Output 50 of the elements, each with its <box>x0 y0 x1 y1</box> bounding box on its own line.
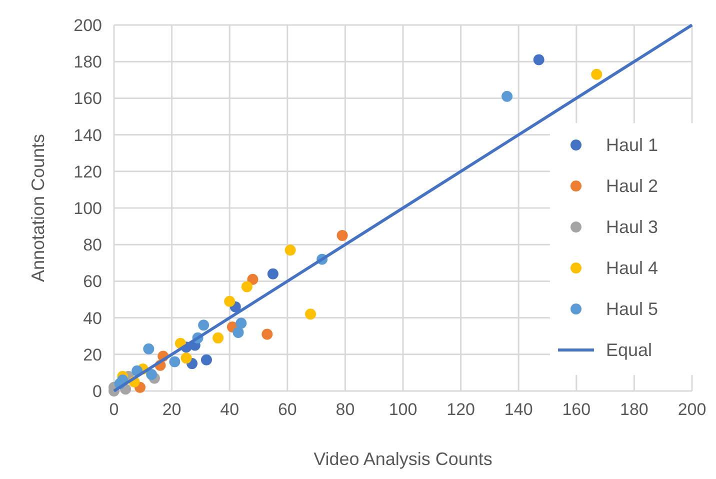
point <box>336 230 348 241</box>
x-tick-label: 120 <box>446 400 475 419</box>
x-tick-label: 20 <box>162 400 182 419</box>
legend-label: Haul 3 <box>606 217 658 237</box>
y-tick-label: 0 <box>92 382 102 401</box>
point <box>143 343 154 354</box>
x-tick-label: 140 <box>504 400 533 419</box>
point <box>267 268 278 280</box>
point <box>533 54 544 66</box>
legend-label: Haul 5 <box>606 299 658 319</box>
y-tick-label: 160 <box>74 89 102 108</box>
x-tick-label: 160 <box>562 400 591 419</box>
y-tick-label: 40 <box>83 308 102 328</box>
y-tick-label: 120 <box>74 162 102 182</box>
x-tick-label: 180 <box>620 400 648 419</box>
point <box>232 326 244 338</box>
point <box>241 281 252 292</box>
legend-label: Haul 4 <box>606 258 658 278</box>
y-tick-label: 180 <box>74 52 102 72</box>
y-tick-label: 60 <box>83 272 102 292</box>
point <box>200 354 212 366</box>
point <box>212 332 224 344</box>
legend-label: Haul 1 <box>606 135 658 155</box>
y-tick-label: 80 <box>83 236 102 255</box>
point <box>284 244 296 256</box>
point <box>247 274 258 285</box>
x-tick-label: 0 <box>109 400 119 419</box>
x-tick-label: 200 <box>678 400 706 419</box>
y-tick-label: 100 <box>74 199 102 218</box>
y-axis-title: Annotation Counts <box>28 134 48 282</box>
point <box>502 90 513 102</box>
legend-label: Haul 2 <box>606 176 658 196</box>
x-axis-title: Video Analysis Counts <box>314 449 492 469</box>
x-tick-label: 100 <box>388 400 418 419</box>
point <box>305 308 316 320</box>
x-tick-label: 60 <box>278 400 297 419</box>
point <box>198 320 210 331</box>
legend-label: Equal <box>606 340 652 360</box>
point <box>591 68 602 80</box>
point <box>236 318 247 329</box>
point <box>180 352 192 364</box>
point <box>224 296 236 307</box>
x-tick-label: 80 <box>336 400 355 419</box>
y-tick-label: 200 <box>74 16 102 35</box>
point <box>146 369 158 380</box>
x-tick-label: 40 <box>220 400 240 419</box>
y-tick-label: 140 <box>74 126 102 145</box>
point <box>169 356 180 368</box>
point <box>262 328 273 340</box>
y-tick-label: 20 <box>83 345 102 364</box>
